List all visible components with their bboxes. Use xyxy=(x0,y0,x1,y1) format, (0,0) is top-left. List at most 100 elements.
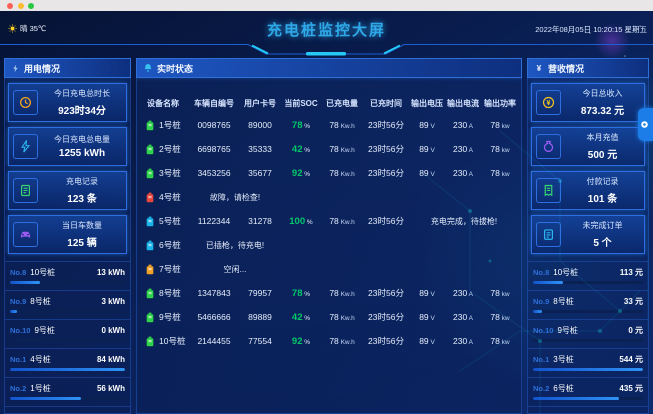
table-cell: 78 kw xyxy=(481,144,519,154)
rank-number: No.1 xyxy=(10,355,27,364)
rank-item: No.33号桩54 kWh xyxy=(5,407,130,413)
stat-value: 923时34分 xyxy=(58,106,106,117)
table-cell: 89 V xyxy=(409,288,445,298)
table-cell: 5466666 xyxy=(189,312,239,322)
table-cell: 6698765 xyxy=(189,144,239,154)
rank-bar-fill xyxy=(10,397,82,400)
table-row: 1号桩 0098765 89000 78 % 78 Kw.h 23时56分 89 V 230 … xyxy=(137,113,521,137)
table-cell: 89 V xyxy=(409,312,445,322)
rank-pile-name: 1号桩 xyxy=(30,384,51,393)
status-message: 空闲... xyxy=(223,264,247,274)
table-row: 5号桩 1122344 31278 100 % 78 Kw.h 23时56分 充电完成，待拔… xyxy=(137,209,521,233)
table-cell: 23时56分 xyxy=(363,143,409,155)
rank-pile-name: 3号桩 xyxy=(553,355,574,364)
stat-text: 今日充电总电量 1255 kWh xyxy=(38,134,126,159)
soc-value: 78 xyxy=(291,287,303,299)
stat-icon-box xyxy=(13,222,38,247)
rank-pile-name: 8号桩 xyxy=(30,297,51,306)
realtime-status-panel-header: 实时状态 xyxy=(136,58,522,78)
cell-value: 89000 xyxy=(248,120,272,130)
rank-pile-name: 4号桩 xyxy=(30,355,51,364)
realtime-status-panel-title: 实时状态 xyxy=(157,63,194,74)
rank-bar-track xyxy=(533,281,643,284)
power-ranking-list: No.8 10号桩 13 kWh No.9 8号桩 3 kWh No.10 9号桩 0 kWh N… xyxy=(5,261,130,413)
soc-cell: 92 % xyxy=(281,336,321,347)
table-cell: 89 V xyxy=(409,120,445,130)
table-cell: 0098765 xyxy=(189,120,239,130)
svg-text:¥: ¥ xyxy=(537,63,542,73)
rank-number: No.8 xyxy=(533,268,550,277)
cell-unit: Kw.h xyxy=(338,291,355,298)
cell-unit: Kw.h xyxy=(338,339,355,346)
rank-pile-name: 10号桩 xyxy=(553,268,579,277)
rank-number: No.2 xyxy=(10,384,27,393)
charging-pile-icon xyxy=(145,288,155,299)
column-header: 当前SOC xyxy=(284,98,318,108)
rank-number: No.8 xyxy=(10,268,27,277)
rank-item: No.8 10号桩 113 元 xyxy=(528,262,648,291)
stat-card: 未完成订单 5 个 xyxy=(531,215,645,254)
cell-value: 78 xyxy=(490,144,500,154)
stat-icon-box xyxy=(13,178,38,203)
soc-cell: 92 % xyxy=(281,168,321,179)
rank-item-row: No.8 10号桩 13 kWh xyxy=(10,267,125,278)
soc-value: 42 xyxy=(291,311,303,323)
rank-item-row: No.8 10号桩 113 元 xyxy=(533,267,643,278)
rank-bar-track xyxy=(10,368,125,371)
soc-unit: % xyxy=(305,218,313,226)
stat-text: 当日车数量 125 辆 xyxy=(38,220,126,249)
rank-bar-track xyxy=(10,281,125,284)
soc-cell: 42 % xyxy=(281,312,321,323)
soc-cell: 100 % xyxy=(281,216,321,227)
table-cell: 89 V xyxy=(409,336,445,346)
rank-item-row: No.2 6号桩 435 元 xyxy=(533,383,643,394)
window-minimize-button[interactable] xyxy=(17,2,24,9)
device-name: 7号桩 xyxy=(159,264,181,274)
charging-pile-icon xyxy=(145,192,155,203)
rank-pile-name: 9号桩 xyxy=(34,326,55,335)
table-cell: 78 kw xyxy=(481,288,519,298)
column-header: 输出电流 xyxy=(447,98,479,108)
window-zoom-button[interactable] xyxy=(28,2,34,9)
cell-unit: A xyxy=(467,315,473,322)
datetime: 2022年08月05日 10:20:15 星期五 xyxy=(535,25,647,34)
cell-value: 23时56分 xyxy=(368,216,404,226)
cell-value: 23时56分 xyxy=(368,312,404,322)
floating-overlay-button[interactable] xyxy=(638,108,653,141)
cell-value: 230 xyxy=(453,336,468,346)
stat-icon-box xyxy=(536,134,561,159)
power-usage-panel-title: 用电情况 xyxy=(24,63,61,74)
stat-value: 873.32 元 xyxy=(580,106,625,117)
charging-pile-icon xyxy=(145,264,155,275)
table-cell: 78 kw xyxy=(481,312,519,322)
charging-pile-icon xyxy=(145,216,155,227)
stat-value: 500 元 xyxy=(587,150,618,161)
cell-value: 6698765 xyxy=(197,144,231,154)
cell-unit: V xyxy=(428,339,435,346)
column-header: 输出功率 xyxy=(484,98,516,108)
rank-value: 84 kWh xyxy=(96,355,125,364)
table-row: 4号桩 故障，请检查! xyxy=(137,185,521,209)
table-cell: 3453256 xyxy=(189,168,239,178)
lightning-icon xyxy=(11,64,20,73)
charging-pile-icon xyxy=(145,168,155,179)
device-name: 8号桩 xyxy=(159,288,181,298)
device-name-cell: 1号桩 xyxy=(137,119,189,131)
cell-value: 23时56分 xyxy=(368,336,404,346)
power-usage-panel: 用电情况 今日充电总时长 923时34分 今日充电总电量 1255 kWh 充电记录 12… xyxy=(4,58,131,414)
table-cell: 78 kw xyxy=(481,336,519,346)
table-cell: 78 Kw.h xyxy=(321,144,363,154)
cell-unit: A xyxy=(467,171,473,178)
window-close-button[interactable] xyxy=(7,2,13,9)
table-row: 3号桩 3453256 35677 92 % 78 Kw.h 23时56分 89 V 230 … xyxy=(137,161,521,185)
rank-item-row: No.9 8号桩 33 元 xyxy=(533,296,643,307)
cell-unit: Kw.h xyxy=(338,315,355,322)
rank-bar-fill xyxy=(10,310,17,313)
cell-value: 77554 xyxy=(248,336,272,346)
table-cell: 230 A xyxy=(445,288,481,298)
charging-pile-icon xyxy=(145,312,155,323)
charging-pile-icon xyxy=(145,144,155,155)
table-cell: 79957 xyxy=(239,288,281,298)
sun-icon xyxy=(8,24,17,33)
table-cell: 23时56分 xyxy=(363,311,409,323)
